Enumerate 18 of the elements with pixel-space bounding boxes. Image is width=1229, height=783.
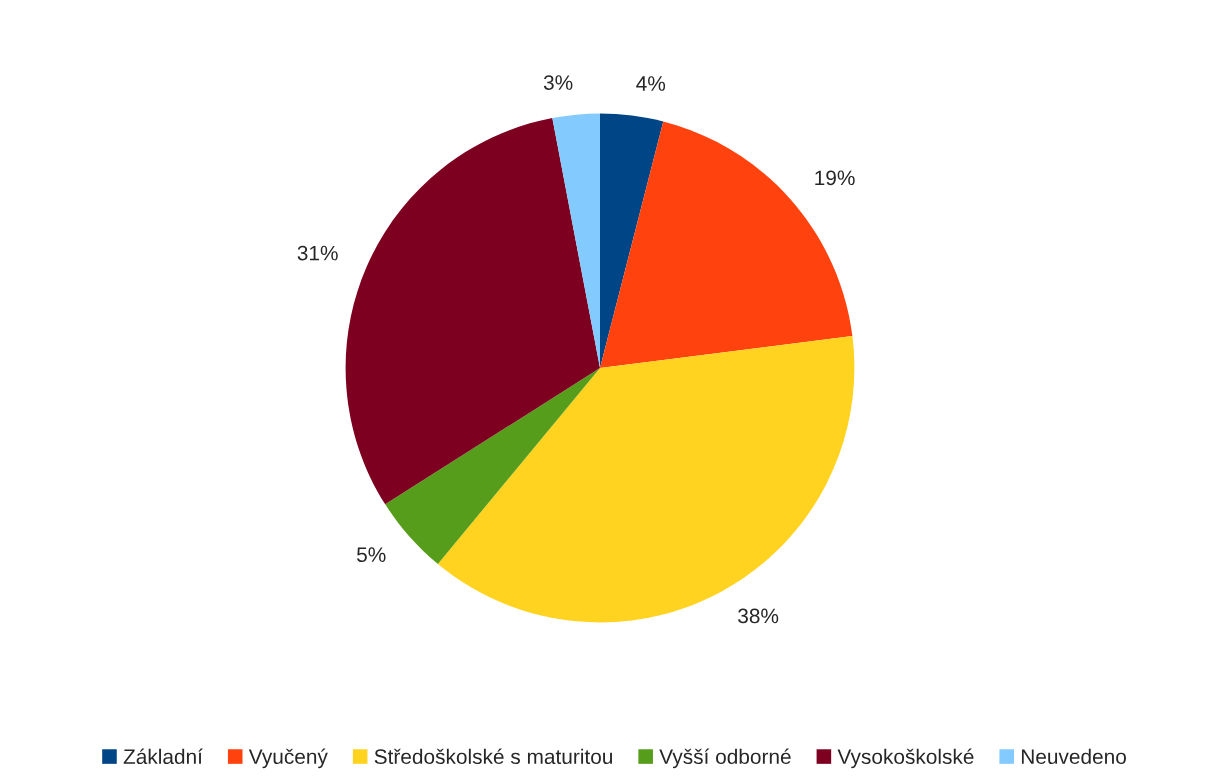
legend-label: Vyšší odborné (659, 748, 791, 769)
data-label: 31% (297, 245, 338, 261)
data-label: 5% (357, 547, 386, 563)
pie-slice (600, 121, 853, 368)
pie-slice (552, 113, 600, 368)
legend-label: Středoškolské s maturitou (374, 748, 612, 765)
data-label: 19% (815, 170, 855, 186)
pie-slice (345, 118, 600, 505)
data-label: 3% (543, 75, 573, 90)
legend-label: Vyučený (248, 748, 328, 769)
pie-slice (385, 368, 600, 565)
legend-label: Neuvedeno (1021, 748, 1126, 765)
data-label: 4% (636, 76, 666, 91)
legend-label: Základní (123, 748, 203, 765)
data-label: 38% (738, 608, 779, 624)
pie-slice (437, 336, 855, 623)
legend-label: Vysokoškolské (837, 748, 974, 769)
pie-slice (600, 113, 664, 368)
